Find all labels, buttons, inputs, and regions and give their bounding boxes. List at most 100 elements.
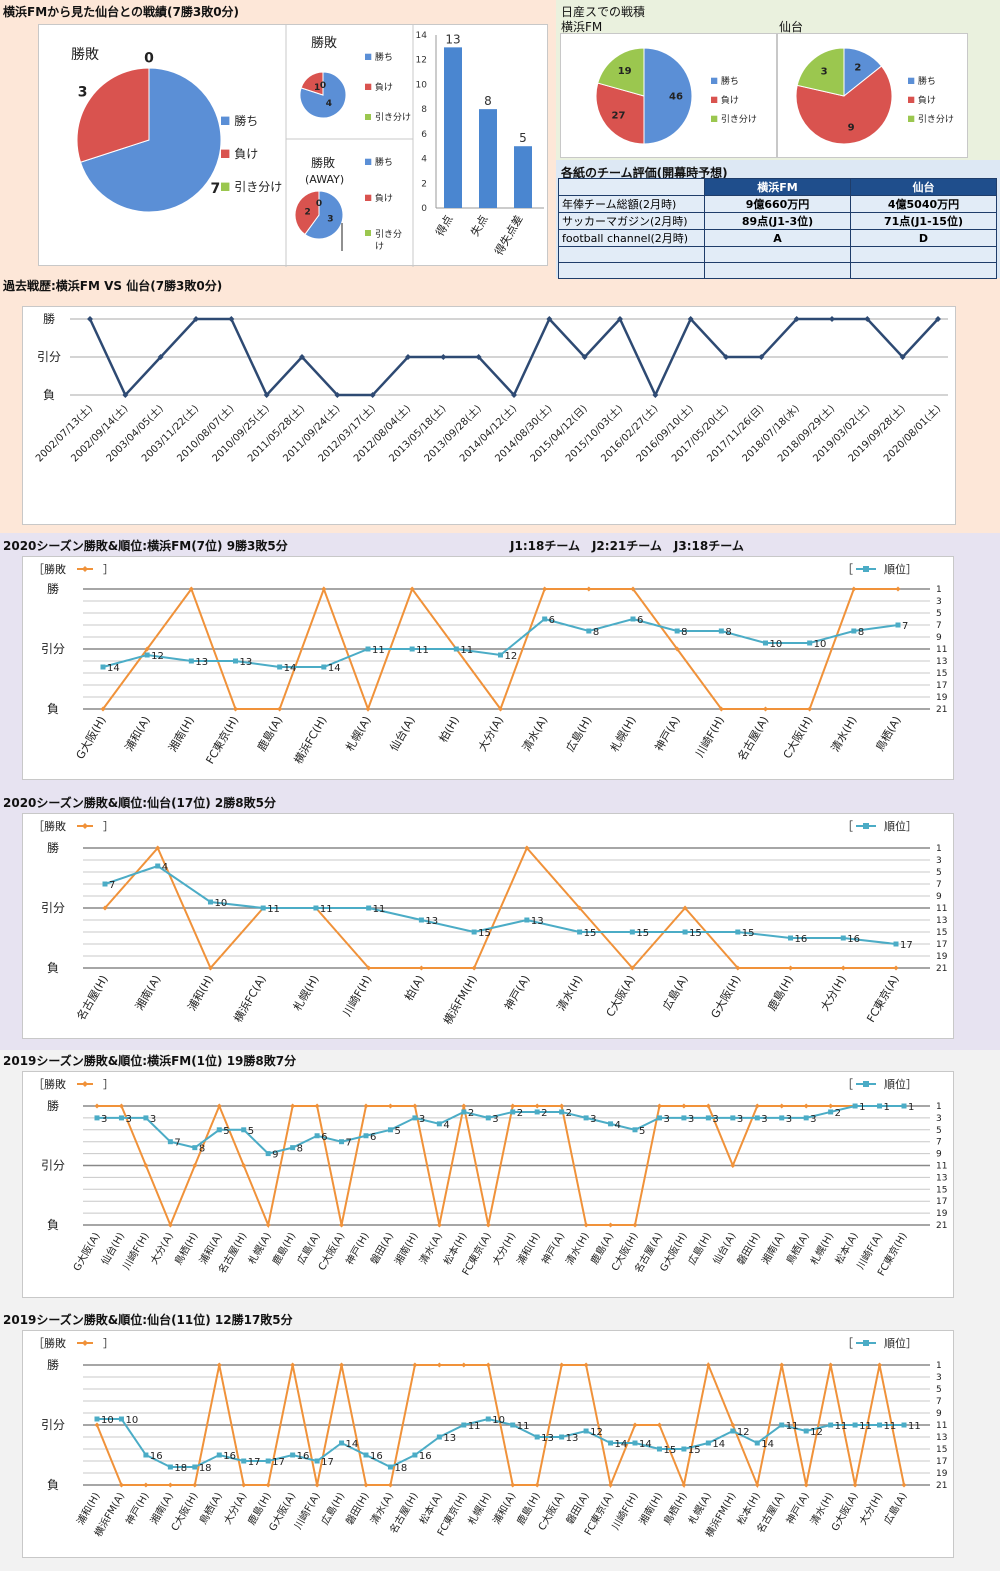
legend-swatch [365,114,371,120]
pie-label: 4 [326,99,332,109]
pie-label: 7 [210,181,220,197]
x-tick-label: 仙台(A) [387,714,418,754]
legend-swatch [908,115,915,122]
x-tick-label: 大分(H) [489,1230,518,1267]
pie-slice [79,67,222,213]
x-tick-label: 鹿島(A) [588,1230,617,1267]
rank-label: 7 [109,880,115,891]
rank-label: 10 [492,1415,505,1426]
x-tick-label: 浦和(H) [74,1490,103,1527]
rank-point [674,628,680,634]
rank-label: 1 [859,1102,865,1113]
season2019-sendai-panel: 勝引分負 1 3 5 7 9 11 13 15 17 19 21 ［勝敗 ］ ［ 順位］ 10 浦和(H) 10 横浜… [22,1330,954,1558]
result-point [559,1362,565,1368]
x-tick-label: 鹿島(H) [245,1490,274,1527]
evaluation-row-sendai: 71点(J1-15位) [850,212,997,230]
rank-point [754,1115,760,1121]
y-tick-label: 勝 [47,840,59,855]
y2-tick-label: 15 [936,669,947,679]
rank-point [412,1452,418,1458]
rank-label: 14 [639,1439,652,1450]
x-tick-label: FC東京(H) [203,714,242,767]
y2-tick-label: 9 [936,1409,942,1419]
rank-label: 10 [125,1415,138,1426]
result-point [542,586,548,592]
y2-tick-label: 1 [936,585,942,595]
result-point [290,1103,296,1109]
legend-label: 順位］ [884,1077,917,1091]
result-point [788,965,794,971]
legend-marker [863,823,869,829]
x-tick-label: 鹿島(H) [514,1490,543,1527]
rank-label: 7 [902,621,908,632]
data-point [122,392,129,398]
rank-label: 3 [663,1114,669,1125]
evaluation-header-blank [558,178,705,196]
legend-label: ］ [103,1337,114,1350]
data-point [511,392,517,398]
y-tick-label: 引分 [41,901,65,915]
x-tick-label: 磐田(A) [563,1490,592,1527]
rank-point [290,1145,296,1151]
x-tick-label: 鳥栖(A) [783,1230,812,1267]
pie-slice [304,190,344,240]
result-point [901,1482,907,1488]
x-tick-label: 札幌(H) [807,1230,836,1267]
result-point [167,1482,173,1488]
x-tick-label: 清水(A) [367,1490,396,1527]
rank-point [102,881,108,887]
rank-label: 18 [394,1463,407,1474]
y2-tick-label: 21 [936,964,947,974]
legend-label: け [375,241,384,252]
evaluation-row: 年俸チーム総額(2月時) 9億660万円 4億5040万円 [558,195,997,213]
result-point [779,1362,785,1368]
data-point [723,354,729,360]
rank-point [290,1452,296,1458]
history-panel: 負引分勝 2002/07/13(土) 2002/09/14(土) 2003/04/05… [22,306,956,525]
rank-label: 14 [712,1439,725,1450]
result-point [877,1362,883,1368]
rank-point [681,1446,687,1452]
result-point [471,965,477,971]
result-point [730,1422,736,1428]
x-tick-label: 広島(H) [318,1490,347,1527]
rank-point [893,941,899,947]
evaluation-row-sendai: D [850,229,997,247]
x-tick-label: 仙台(A) [710,1230,739,1267]
result-point [290,1362,296,1368]
data-point [793,316,800,322]
result-point [277,706,283,712]
x-tick-label: 札幌(A) [685,1490,714,1527]
x-tick-label: 鹿島(H) [765,973,797,1014]
legend-label: ［ [842,820,853,833]
rank-point [321,664,327,670]
x-tick-label: 神戸(A) [652,714,683,754]
result-point [216,1362,222,1368]
rank-label: 15 [689,928,702,939]
rank-label: 2 [566,1108,572,1119]
y-tick-label: 引分 [41,1159,65,1173]
rank-label: 3 [101,1114,107,1125]
x-tick-label: 札幌(H) [607,714,639,755]
y2-tick-label: 1 [936,844,942,854]
evaluation-row [558,262,997,279]
result-point [630,586,636,592]
rank-point [705,1115,711,1121]
rank-point [418,917,424,923]
rank-point [534,1109,540,1115]
rank-point [656,1446,662,1452]
result-point [852,1482,858,1488]
rank-point [583,1115,589,1121]
rank-point [510,1422,516,1428]
result-point [412,1103,418,1109]
y2-tick-label: 13 [936,1173,947,1183]
rank-point [241,1458,247,1464]
rank-label: 3 [150,1114,156,1125]
x-tick-label: 札幌(H) [290,973,322,1014]
x-tick-label: 鹿島(A) [254,714,285,754]
rank-label: 11 [859,1421,872,1432]
y-tick-label: 8 [421,105,427,115]
rank-label: 11 [835,1421,848,1432]
league-note: J1:18チーム J2:21チーム J3:18チーム [510,539,744,553]
rank-label: 14 [761,1439,774,1450]
